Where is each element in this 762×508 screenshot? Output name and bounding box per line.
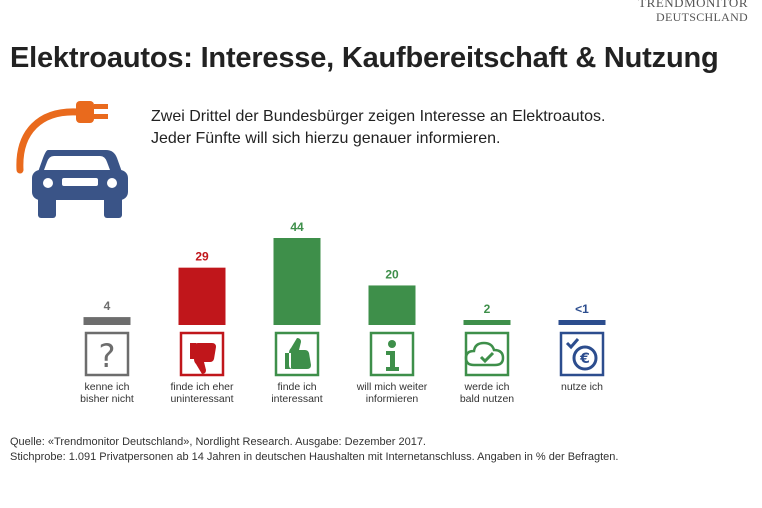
euro-check-icon: €	[565, 338, 598, 371]
category-label-3-2: interessant	[271, 393, 322, 405]
category-label-5-2: bald nutzen	[460, 393, 514, 405]
question-icon: ?	[99, 337, 116, 375]
bar-1	[83, 317, 131, 325]
value-label-5: 2	[484, 302, 491, 316]
bar-5	[463, 320, 511, 325]
value-label-2: 29	[195, 250, 209, 264]
thumbs-down-icon	[190, 343, 216, 374]
value-label-1: 4	[104, 299, 111, 313]
category-label-1-1: kenne ich	[85, 381, 130, 393]
bar-6	[558, 320, 606, 325]
value-label-6: <1	[575, 302, 589, 316]
category-label-1-2: bisher nicht	[80, 393, 134, 405]
category-label-4-1: will mich weiter	[356, 381, 428, 393]
footer-source-line: Quelle: «Trendmonitor Deutschland», Nord…	[10, 436, 426, 448]
category-label-4-2: informieren	[366, 393, 419, 405]
svg-text:?: ?	[99, 337, 116, 375]
category-label-6-1: nutze ich	[561, 381, 603, 393]
value-label-3: 44	[290, 220, 304, 234]
footer-sample-line: Stichprobe: 1.091 Privatpersonen ab 14 J…	[10, 451, 619, 463]
bar-4	[368, 285, 416, 325]
category-label-3-1: finde ich	[277, 381, 316, 393]
brand-line-1: TRENDMONITOR	[638, 0, 748, 10]
thumbs-up-icon	[285, 338, 311, 369]
value-label-4: 20	[385, 267, 399, 281]
subtitle-line-1: Zwei Drittel der Bundesbürger zeigen Int…	[151, 108, 606, 125]
brand-line-2: DEUTSCHLAND	[656, 10, 748, 24]
source-footer: Quelle: «Trendmonitor Deutschland», Nord…	[10, 435, 618, 465]
cloud-check-icon	[464, 341, 505, 367]
svg-text:€: €	[579, 351, 590, 367]
category-label-2-1: finde ich eher	[170, 381, 234, 393]
brand-logo: TRENDMONITOR DEUTSCHLAND	[638, 0, 748, 24]
category-label-5-1: werde ich	[464, 381, 510, 393]
bar-2	[178, 267, 226, 325]
electric-car-icon	[16, 101, 128, 218]
chart-subtitle: Zwei Drittel der Bundesbürger zeigen Int…	[151, 106, 605, 150]
page-title: Elektroautos: Interesse, Kaufbereitschaf…	[10, 42, 719, 74]
info-icon	[386, 340, 399, 371]
icon-box-1	[84, 331, 130, 377]
category-label-2-2: uninteressant	[170, 393, 233, 405]
bar-3	[273, 238, 321, 325]
subtitle-line-2: Jeder Fünfte will sich hierzu genauer in…	[151, 130, 501, 147]
